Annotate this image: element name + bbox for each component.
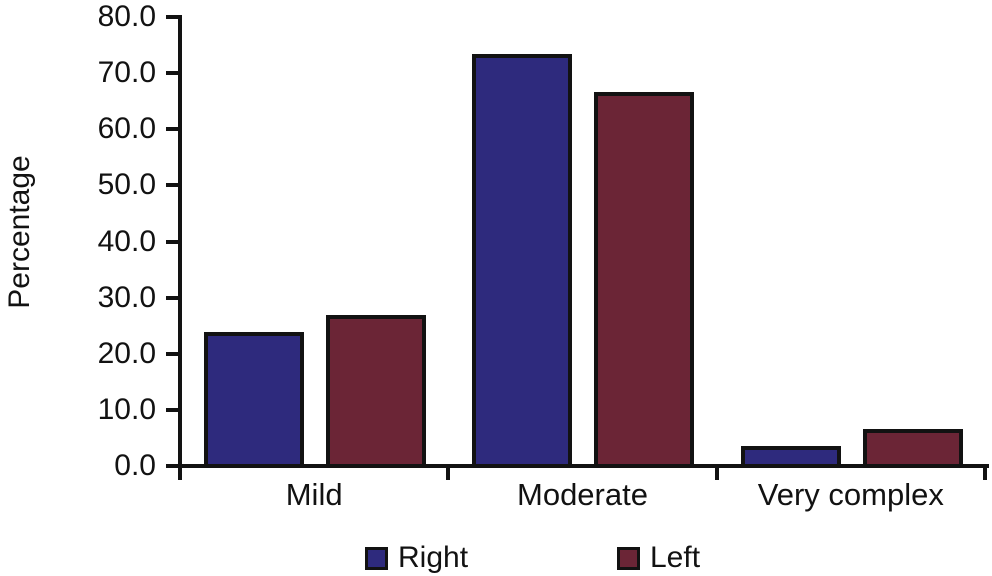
y-tick-mark xyxy=(166,183,180,188)
y-tick-mark xyxy=(166,407,180,412)
y-tick-mark xyxy=(166,464,180,468)
y-tick-label: 10.0 xyxy=(97,392,156,426)
y-tick-mark xyxy=(166,351,180,356)
y-tick-mark xyxy=(166,127,180,132)
legend-item-right: Right xyxy=(365,541,468,575)
y-tick-label: 0.0 xyxy=(114,449,156,482)
y-tick-mark xyxy=(166,295,180,300)
y-tick-label: 70.0 xyxy=(97,56,156,90)
y-tick-label: 40.0 xyxy=(97,224,156,258)
y-axis-title: Percentage xyxy=(3,155,36,309)
y-tick-mark xyxy=(166,239,180,244)
x-tick-mark xyxy=(714,466,719,480)
x-tick-mark xyxy=(178,466,182,480)
x-category-label: Very complex xyxy=(757,477,944,512)
x-tick-mark xyxy=(983,466,987,480)
y-tick-label: 60.0 xyxy=(97,112,156,146)
x-tick-mark xyxy=(446,466,451,480)
legend-label-right: Right xyxy=(398,541,469,574)
legend-label-left: Left xyxy=(650,541,701,574)
bar-right-moderate xyxy=(472,54,572,468)
legend-swatch-right xyxy=(365,546,388,570)
x-category-label: Moderate xyxy=(517,477,648,512)
y-tick-mark xyxy=(166,71,180,76)
y-tick-label: 20.0 xyxy=(97,336,156,370)
legend-item-left: Left xyxy=(617,541,700,575)
x-axis-line xyxy=(178,464,989,468)
y-tick-label: 80.0 xyxy=(97,0,156,33)
y-tick-label: 30.0 xyxy=(97,280,156,314)
bar-left-very-complex xyxy=(863,429,963,468)
x-category-label: Mild xyxy=(285,477,343,512)
bar-right-mild xyxy=(204,332,304,468)
y-tick-mark xyxy=(166,15,180,19)
bar-left-mild xyxy=(326,315,426,468)
y-axis-line xyxy=(178,15,182,470)
bar-left-moderate xyxy=(594,92,694,468)
y-tick-label: 50.0 xyxy=(97,168,156,202)
legend-swatch-left xyxy=(617,546,640,570)
